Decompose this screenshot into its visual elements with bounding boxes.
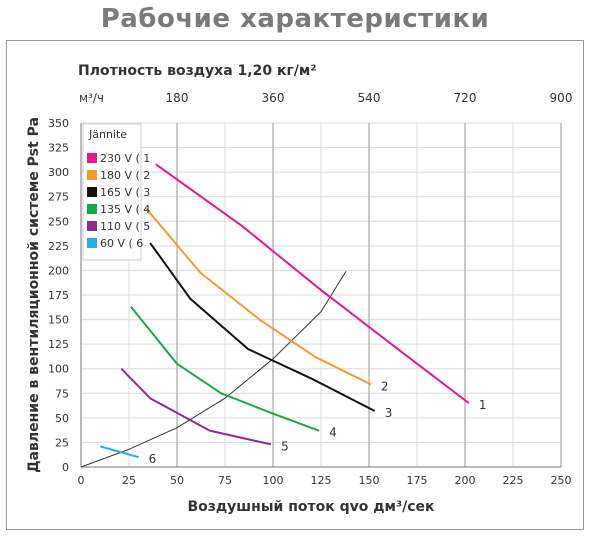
y-tick-label: 25 (55, 436, 69, 449)
y-tick-label: 50 (55, 412, 69, 425)
x-tick-label: 100 (263, 474, 284, 487)
x-tick-label: 50 (170, 474, 184, 487)
series-line (149, 242, 376, 412)
series-curve-label: 3 (385, 406, 393, 420)
legend-entry: 180 V ( 2 (100, 169, 150, 182)
legend-swatch (87, 187, 97, 197)
series-line (120, 368, 272, 446)
y-tick-label: 325 (48, 142, 69, 155)
legend-swatch (87, 153, 97, 163)
x-tick-label: 150 (359, 474, 380, 487)
legend-entry: 165 V ( 3 (100, 186, 150, 199)
series-curve-label: 4 (329, 426, 337, 440)
series-curve-label: 1 (479, 398, 487, 412)
x-tick-label: 25 (122, 474, 136, 487)
system-curve (80, 271, 347, 468)
series-curve-label: 2 (381, 379, 389, 393)
x-axis-title: Воздушный поток qvo дм³/сек (187, 499, 435, 515)
air-density-label: Плотность воздуха 1,20 кг/м² (78, 63, 316, 79)
x2-tick-label: 720 (454, 91, 477, 105)
x2-axis-label: м³/ч (79, 91, 104, 105)
page-title: Рабочие характеристики (100, 4, 490, 34)
system-curve-layer (80, 271, 347, 468)
series-line (145, 207, 372, 386)
axes: 0 25 50 75 100 125 150 175 200 225 250025507510012… (26, 91, 572, 515)
series-line (130, 306, 320, 432)
series-curve-label: 5 (281, 439, 289, 453)
y-tick-label: 350 (48, 117, 69, 130)
legend-swatch (87, 238, 97, 248)
y-tick-label: 100 (48, 363, 69, 376)
legend-entry: 135 V ( 4 (100, 203, 150, 216)
legend-entry: 60 V ( 6 (100, 237, 143, 250)
x2-tick-label: 900 (550, 91, 573, 105)
y-tick-label: 300 (48, 166, 69, 179)
series-line (155, 163, 470, 404)
legend-swatch (87, 204, 97, 214)
x2-tick-label: 180 (166, 91, 189, 105)
y-tick-label: 150 (48, 314, 69, 327)
x-tick-label: 0 (78, 474, 85, 487)
y-tick-label: 200 (48, 264, 69, 277)
legend: Jännite 230 V ( 1 180 V ( 2 165 V ( 3 135 V … (82, 123, 150, 261)
x2-tick-label: 540 (358, 91, 381, 105)
y-axis-title: Давление в вентиляционной системе Pst Pa (26, 117, 42, 473)
series-curve-label: 6 (149, 452, 157, 466)
x-tick-label: 200 (455, 474, 476, 487)
legend-entry: 230 V ( 1 (100, 152, 150, 165)
series-line (99, 445, 139, 459)
grid (80, 122, 562, 468)
x-tick-label: 175 (407, 474, 428, 487)
legend-swatch (87, 221, 97, 231)
y-tick-label: 125 (48, 338, 69, 351)
y-tick-label: 275 (48, 191, 69, 204)
y-tick-label: 0 (62, 461, 69, 474)
x-tick-label: 125 (311, 474, 332, 487)
series-layer: 1 2 3 4 5 6 (99, 163, 487, 466)
x-tick-label: 75 (218, 474, 232, 487)
legend-swatch (87, 170, 97, 180)
legend-entry: 110 V ( 5 (100, 220, 150, 233)
y-tick-label: 225 (48, 240, 69, 253)
x-tick-label: 250 (551, 474, 572, 487)
x-tick-label: 225 (503, 474, 524, 487)
y-tick-label: 250 (48, 215, 69, 228)
y-tick-label: 175 (48, 289, 69, 302)
x2-tick-label: 360 (262, 91, 285, 105)
legend-title: Jännite (88, 128, 127, 141)
y-tick-label: 75 (55, 387, 69, 400)
